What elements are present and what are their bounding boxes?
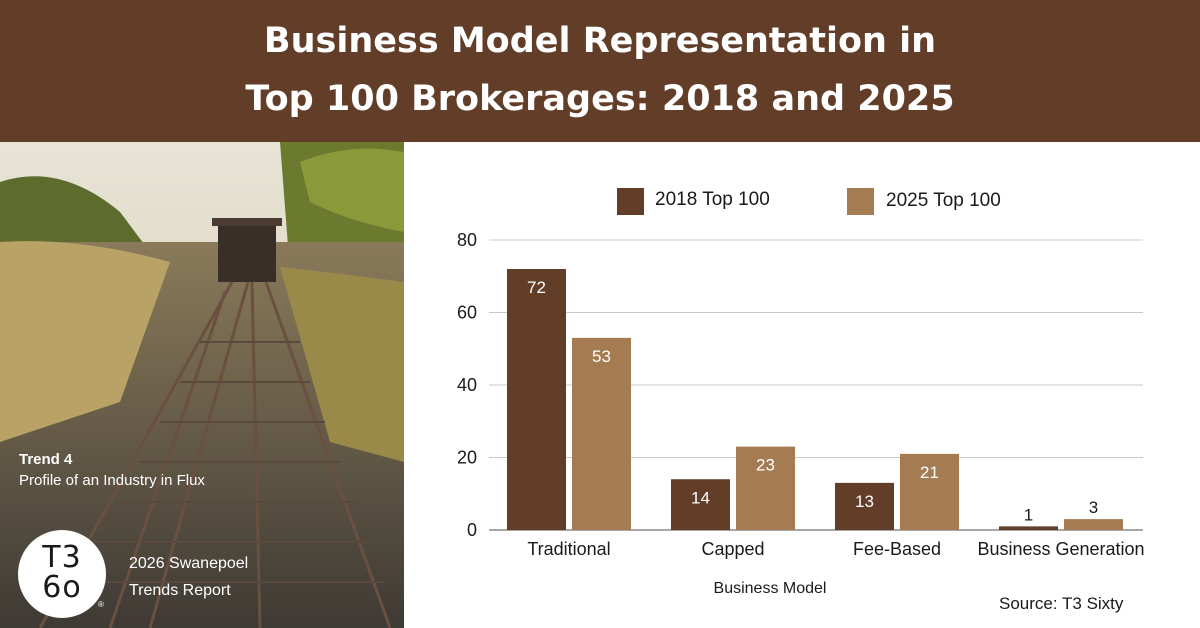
header-banner: Business Model Representation in Top 100… [0, 0, 1200, 142]
bar-2018 [671, 479, 730, 530]
data-label: 72 [527, 278, 546, 297]
bar-2018 [835, 482, 894, 530]
railway-photo: Trend 4 Profile of an Industry in Flux T… [0, 142, 404, 628]
legend-swatch-2025 [847, 188, 874, 215]
x-axis-title: Business Model [714, 580, 827, 597]
y-tick-label: 60 [457, 303, 477, 323]
data-label: 14 [691, 488, 710, 507]
y-tick-label: 20 [457, 448, 477, 468]
trend-label: Trend 4 [19, 451, 73, 468]
source-note: Source: T3 Sixty [999, 594, 1124, 613]
bar-2018 [999, 526, 1058, 530]
x-category-label: Fee-Based [853, 539, 941, 559]
x-category-label: Business Generation [977, 539, 1144, 559]
chart-title-line-1: Business Model Representation in [263, 21, 937, 61]
x-category-label: Capped [701, 539, 764, 559]
legend-label-2018: 2018 Top 100 [655, 189, 770, 210]
report-title-line-1: 2026 Swanepoel [129, 555, 249, 572]
data-label: 21 [920, 463, 939, 482]
trend-subtitle: Profile of an Industry in Flux [19, 472, 205, 489]
registered-mark: ® [98, 600, 104, 609]
bar-chart: 0204060807253Traditional1423Capped1321Fe… [457, 230, 1145, 597]
legend-label-2025: 2025 Top 100 [886, 190, 1001, 211]
data-label: 53 [592, 347, 611, 366]
bar-2025 [572, 337, 631, 530]
chart-title-line-2: Top 100 Brokerages: 2018 and 2025 [245, 79, 955, 119]
y-tick-label: 80 [457, 230, 477, 250]
data-label: 1 [1024, 505, 1033, 524]
data-label: 13 [855, 492, 874, 511]
y-tick-label: 40 [457, 375, 477, 395]
logo-top-text: T3 [42, 540, 82, 575]
legend-swatch-2018 [617, 188, 644, 215]
logo-bottom-text: 6o [42, 570, 82, 605]
bar-2018 [507, 269, 566, 530]
t360-logo: T3 6o [18, 530, 106, 618]
data-label: 23 [756, 456, 775, 475]
bar-2025 [900, 453, 959, 530]
report-title-line-2: Trends Report [129, 582, 231, 599]
bar-2025 [1064, 519, 1123, 530]
x-category-label: Traditional [527, 539, 610, 559]
y-tick-label: 0 [467, 520, 477, 540]
railway-illustration [0, 142, 404, 628]
data-label: 3 [1089, 498, 1098, 517]
bar-2025 [736, 446, 795, 530]
